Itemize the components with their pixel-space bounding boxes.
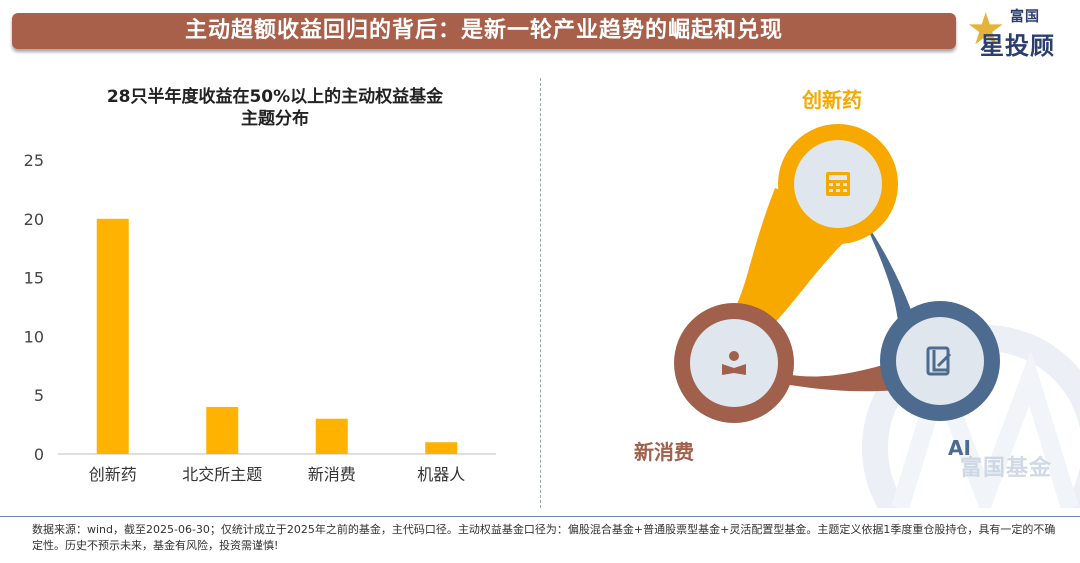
bar-2 [315, 418, 348, 454]
x-tick-label: 创新药 [89, 465, 137, 484]
y-tick-label: 20 [24, 210, 44, 229]
bar-0 [96, 218, 129, 454]
bar-1 [206, 406, 239, 454]
bar-3 [425, 442, 458, 454]
y-tick-label: 15 [24, 269, 44, 288]
brand-logo: ★ 富国 星投顾 [966, 4, 1072, 61]
x-tick-label: 新消费 [308, 465, 356, 484]
book-icon [926, 346, 952, 376]
chart-title: 28只半年度收益在50%以上的主动权益基金 主题分布 [40, 86, 510, 130]
chart-title-line2: 主题分布 [241, 109, 309, 129]
disc-ai [896, 317, 984, 405]
node-label-ai: AI [948, 436, 971, 460]
node-label-innovative-drugs: 创新药 [802, 88, 862, 112]
chart-title-line1: 28只半年度收益在50%以上的主动权益基金 [106, 87, 444, 107]
y-tick-label: 0 [34, 445, 44, 464]
section-divider [540, 78, 541, 508]
x-tick-label: 北交所主题 [182, 465, 262, 484]
x-tick-label: 机器人 [417, 465, 465, 484]
bar-chart: 0 5 10 15 20 25 创新药 北交所主题 新消费 机器人 [24, 151, 496, 484]
logo-top-text: 富国 [1010, 9, 1040, 25]
y-tick-label: 5 [34, 386, 44, 405]
logo-bottom-text: 星投顾 [980, 32, 1055, 60]
y-tick-label: 25 [24, 151, 44, 170]
theme-flow-diagram [674, 124, 1080, 508]
page-title: 主动超额收益回归的背后：是新一轮产业趋势的崛起和兑现 [12, 13, 956, 49]
footer-divider [0, 516, 1080, 517]
connector-band-blue [840, 188, 925, 353]
watermark-text: 富国基金 [960, 456, 1053, 481]
reader-icon [722, 351, 746, 375]
calculator-icon [826, 172, 850, 196]
data-source-footnote: 数据来源：wind，截至2025-06-30；仅统计成立于2025年之前的基金，… [32, 523, 1056, 552]
node-label-new-consumption: 新消费 [634, 440, 694, 464]
star-icon: ★ [966, 4, 1006, 55]
y-tick-label: 10 [24, 327, 44, 346]
disc-new-consumption [690, 319, 778, 407]
